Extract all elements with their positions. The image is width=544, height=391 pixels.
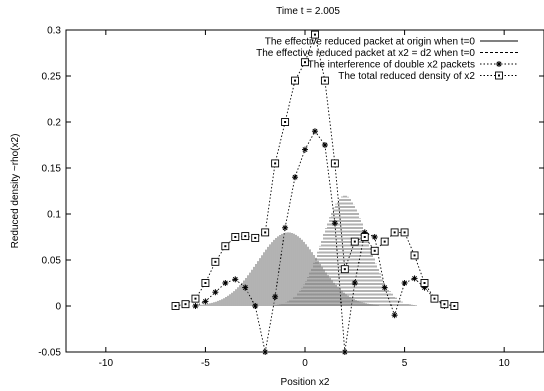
series-2-point <box>411 275 418 282</box>
series-2-point <box>202 298 209 305</box>
x-tick-label: 0 <box>302 358 308 369</box>
series-2-point <box>381 284 388 291</box>
series-2-point <box>212 289 219 296</box>
series-3-point <box>320 76 329 85</box>
x-tick-label: -5 <box>201 358 210 369</box>
y-tick-label: 0.1 <box>47 210 61 221</box>
series-2-point <box>272 293 279 300</box>
series-3-point <box>231 233 240 241</box>
series-2-point <box>292 174 299 181</box>
legend-label: The effective reduced packet at origin w… <box>265 37 476 48</box>
x-tick-label: 5 <box>402 358 408 369</box>
lines-layer <box>175 32 455 353</box>
legend-label: The effective reduced packet at x2 = d2 … <box>256 48 475 59</box>
series-2-point <box>242 284 249 291</box>
y-tick-label: 0 <box>55 302 61 313</box>
series-3-point <box>410 251 419 260</box>
series-3-point <box>400 228 409 237</box>
series-3-point <box>370 246 379 255</box>
legend-label: The total reduced density of x2 <box>338 71 475 82</box>
series-3-point <box>181 300 190 309</box>
series-3-point <box>390 228 399 237</box>
series-3-point <box>191 294 200 303</box>
series-3-point <box>340 265 349 274</box>
legend-label: The interference of double x2 packets <box>308 60 475 71</box>
axis-ticks: -10 -5 0 5 10 -0.05 0 0.05 0.1 0.15 0.2 0.25 0.3 <box>38 26 544 369</box>
series-3-point <box>311 30 319 39</box>
x-tick-label: 10 <box>499 358 511 369</box>
markers-layer <box>171 30 459 355</box>
series-2-point <box>311 128 318 135</box>
series-3-point <box>330 159 339 168</box>
series-3-point <box>251 233 260 242</box>
y-tick-label: 0.05 <box>42 256 62 267</box>
series-2-point <box>391 312 398 319</box>
y-tick-label: 0.3 <box>47 26 61 37</box>
series-3-point <box>201 279 210 287</box>
series-2-point <box>192 303 199 309</box>
series-2-point <box>401 280 408 286</box>
series-2-point <box>371 234 378 240</box>
series-3-point <box>440 300 449 309</box>
series-2-point <box>351 280 358 286</box>
series-3-point <box>211 257 220 266</box>
series-3-point <box>241 232 250 241</box>
series-3-point <box>430 294 439 303</box>
series-3-point <box>171 302 180 310</box>
x-tick-label: -10 <box>99 358 114 369</box>
series-2-point <box>302 146 308 153</box>
series-2-point <box>331 220 338 227</box>
legend: The effective reduced packet at origin w… <box>256 37 518 82</box>
series-3-point <box>450 302 459 310</box>
y-tick-label: 0.2 <box>47 118 61 129</box>
series-2-point <box>232 276 239 283</box>
series-3-point <box>301 58 309 67</box>
legend-marker <box>495 71 503 80</box>
series-3-point <box>271 159 280 168</box>
series-3-point <box>380 237 389 246</box>
series-3-point <box>360 233 369 241</box>
y-tick-label: 0.15 <box>42 164 62 175</box>
series-3-point <box>261 228 270 237</box>
series-3-point <box>291 76 299 85</box>
series-3-point <box>281 118 290 126</box>
series-2-line <box>195 130 445 353</box>
y-axis-label: Reduced density ~rho(x2) <box>10 134 21 249</box>
y-tick-label: 0.25 <box>42 72 62 83</box>
series-2-point <box>252 303 259 309</box>
y-tick-label: -0.05 <box>38 348 61 359</box>
series-2-point <box>222 280 229 286</box>
series-3-point <box>420 279 429 287</box>
impulses-layer <box>197 195 417 306</box>
legend-marker <box>496 61 502 67</box>
series-2-point <box>282 224 289 231</box>
series-3-point <box>221 242 230 251</box>
series-2-point <box>321 142 328 148</box>
chart-title: Time t = 2.005 <box>276 6 340 17</box>
series-3-point <box>350 237 359 246</box>
x-axis-label: Position x2 <box>281 377 330 388</box>
